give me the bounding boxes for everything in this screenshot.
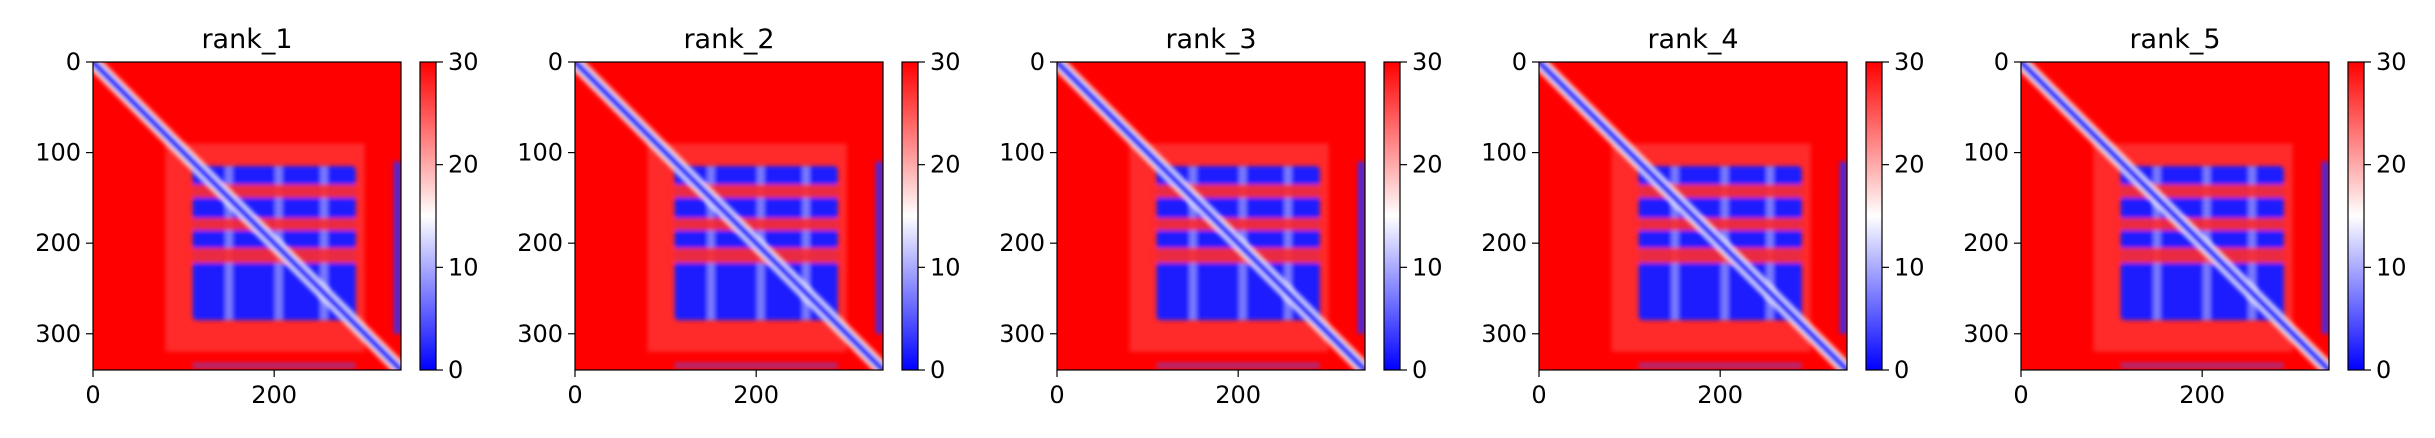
subplot-title: rank_3 xyxy=(1165,24,1256,55)
y-tick-label: 100 xyxy=(1963,139,2009,167)
subplot-title: rank_1 xyxy=(201,24,292,55)
colorbar-tick-label: 10 xyxy=(1894,253,1925,281)
x-tick-label: 200 xyxy=(1215,381,1261,409)
subplot-3: rank_3 0 200 0 100 200 300 0 10 20 30 xyxy=(999,24,1442,409)
y-tick-label: 0 xyxy=(1994,48,2009,76)
y-tick-label: 200 xyxy=(1963,229,2009,257)
y-tick-label: 100 xyxy=(35,139,81,167)
y-tick-label: 300 xyxy=(999,320,1045,348)
heatmap-image xyxy=(1057,62,1365,370)
y-tick-label: 100 xyxy=(517,139,563,167)
axes-frame xyxy=(1056,61,1366,371)
colorbar-tick-label: 20 xyxy=(1894,151,1925,179)
colorbar xyxy=(419,61,437,371)
colorbar-tick-label: 20 xyxy=(1412,151,1443,179)
colorbar-tick-label: 20 xyxy=(930,151,961,179)
axes-frame xyxy=(92,61,402,371)
colorbar-tick-label: 30 xyxy=(448,48,479,76)
subplot-title: rank_5 xyxy=(2129,24,2220,55)
y-tick-label: 300 xyxy=(1963,320,2009,348)
subplot-title: rank_4 xyxy=(1647,24,1738,55)
colorbar-tick-label: 20 xyxy=(448,151,479,179)
y-tick-label: 0 xyxy=(66,48,81,76)
colorbar-tick-label: 0 xyxy=(1894,356,1909,384)
y-tick-label: 200 xyxy=(1481,229,1527,257)
x-tick-label: 0 xyxy=(85,381,100,409)
heatmap-image xyxy=(93,62,401,370)
y-tick-label: 300 xyxy=(1481,320,1527,348)
colorbar-tick-label: 0 xyxy=(2376,356,2391,384)
x-tick-label: 200 xyxy=(251,381,297,409)
y-tick-label: 0 xyxy=(1030,48,1045,76)
colorbar xyxy=(2347,61,2365,371)
x-tick-label: 0 xyxy=(1531,381,1546,409)
y-tick-label: 200 xyxy=(999,229,1045,257)
axes-frame xyxy=(2020,61,2330,371)
colorbar-tick-label: 0 xyxy=(448,356,463,384)
subplot-2: rank_2 0 200 0 100 200 300 0 10 20 30 xyxy=(517,24,960,409)
colorbar xyxy=(1865,61,1883,371)
x-tick-label: 0 xyxy=(567,381,582,409)
y-tick-label: 200 xyxy=(517,229,563,257)
subplot-1: rank_1 0 200 0 100 200 300 0 10 20 30 xyxy=(35,24,478,409)
colorbar-tick-label: 30 xyxy=(1894,48,1925,76)
y-tick-label: 200 xyxy=(35,229,81,257)
heatmap-image xyxy=(2021,62,2329,370)
colorbar-tick-label: 10 xyxy=(2376,253,2407,281)
colorbar-tick-label: 30 xyxy=(1412,48,1443,76)
colorbar-tick-label: 10 xyxy=(448,253,479,281)
y-tick-label: 0 xyxy=(548,48,563,76)
axes-frame xyxy=(1538,61,1848,371)
y-tick-label: 100 xyxy=(999,139,1045,167)
colorbar xyxy=(901,61,919,371)
x-tick-label: 200 xyxy=(733,381,779,409)
colorbar-tick-label: 0 xyxy=(1412,356,1427,384)
heatmap-image xyxy=(1539,62,1847,370)
y-tick-label: 100 xyxy=(1481,139,1527,167)
x-tick-label: 0 xyxy=(2013,381,2028,409)
colorbar xyxy=(1383,61,1401,371)
axes-frame xyxy=(574,61,884,371)
y-tick-label: 300 xyxy=(35,320,81,348)
x-tick-label: 200 xyxy=(1697,381,1743,409)
colorbar-tick-label: 0 xyxy=(930,356,945,384)
subplot-title: rank_2 xyxy=(683,24,774,55)
heatmap-image xyxy=(575,62,883,370)
x-tick-label: 200 xyxy=(2179,381,2225,409)
colorbar-tick-label: 10 xyxy=(1412,253,1443,281)
subplot-4: rank_4 0 200 0 100 200 300 0 10 20 30 xyxy=(1481,24,1924,409)
colorbar-tick-label: 30 xyxy=(2376,48,2407,76)
colorbar-tick-label: 10 xyxy=(930,253,961,281)
y-tick-label: 0 xyxy=(1512,48,1527,76)
colorbar-tick-label: 30 xyxy=(930,48,961,76)
subplot-5: rank_5 0 200 0 100 200 300 0 10 20 30 xyxy=(1963,24,2406,409)
x-tick-label: 0 xyxy=(1049,381,1064,409)
y-tick-label: 300 xyxy=(517,320,563,348)
colorbar-tick-label: 20 xyxy=(2376,151,2407,179)
